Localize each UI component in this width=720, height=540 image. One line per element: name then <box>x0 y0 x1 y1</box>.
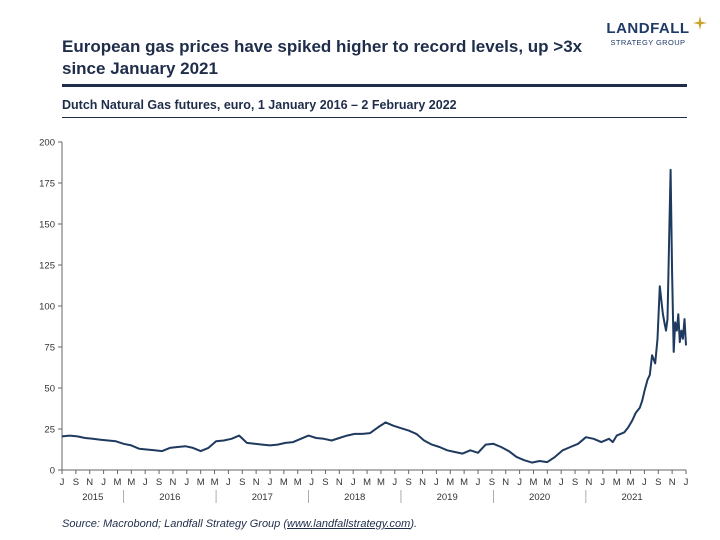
x-tick-label: M <box>543 477 551 488</box>
y-axis: 0 25 50 75 100 125 150 175 200 <box>39 138 63 477</box>
x-tick-label: N <box>169 477 176 488</box>
plot-area <box>61 168 687 464</box>
logo-name: LANDFALL <box>606 20 690 37</box>
x-tick-label: N <box>86 477 93 488</box>
x-tick-label: J <box>600 477 605 488</box>
chart-title: European gas prices have spiked higher t… <box>62 37 583 78</box>
y-tick-label: 200 <box>39 138 55 149</box>
x-tick-label: M <box>280 477 288 488</box>
x-tick-label: N <box>253 477 260 488</box>
x-tick-label: J <box>434 477 439 488</box>
x-tick-label: M <box>627 477 635 488</box>
chart-subtitle: Dutch Natural Gas futures, euro, 1 Janua… <box>62 98 457 112</box>
x-tick-label: S <box>156 477 162 488</box>
x-tick-label: M <box>211 477 219 488</box>
x-tick-label: S <box>489 477 495 488</box>
x-year-label: 2019 <box>437 492 458 503</box>
x-tick-label: M <box>114 477 122 488</box>
x-tick-label: M <box>377 477 385 488</box>
x-tick-label: J <box>517 477 522 488</box>
y-tick-label: 150 <box>39 220 55 231</box>
x-tick-label: M <box>446 477 454 488</box>
x-tick-label: J <box>184 477 189 488</box>
x-tick-label: M <box>460 477 468 488</box>
title-rule <box>62 84 687 87</box>
x-tick-label: J <box>392 477 397 488</box>
x-year-label: 2015 <box>82 492 103 503</box>
source-link[interactable]: www.landfallstrategy.com <box>287 518 411 530</box>
y-tick-label: 125 <box>39 261 55 272</box>
x-tick-label: J <box>684 477 689 488</box>
source-note: Source: Macrobond; Landfall Strategy Gro… <box>62 518 417 530</box>
x-year-label: 2016 <box>159 492 180 503</box>
y-tick-label: 75 <box>44 343 55 354</box>
x-tick-label: N <box>336 477 343 488</box>
y-tick-label: 25 <box>44 425 55 436</box>
x-tick-label: S <box>322 477 328 488</box>
subtitle-rule <box>62 117 687 118</box>
x-tick-label: J <box>226 477 231 488</box>
x-tick-label: J <box>268 477 273 488</box>
x-tick-label: S <box>405 477 411 488</box>
logo: LANDFALL STRATEGY GROUP <box>598 16 707 47</box>
x-tick-label: J <box>642 477 647 488</box>
x-tick-label: S <box>239 477 245 488</box>
x-tick-label: N <box>419 477 426 488</box>
x-tick-label: N <box>669 477 676 488</box>
x-tick-label: N <box>585 477 592 488</box>
y-tick-label: 0 <box>50 466 55 477</box>
x-tick-label: J <box>143 477 148 488</box>
series-line <box>61 168 687 464</box>
source-text: Source: Macrobond; Landfall Strategy Gro… <box>62 518 288 530</box>
x-tick-label: J <box>101 477 106 488</box>
x-tick-label: J <box>476 477 481 488</box>
x-tick-label: M <box>127 477 135 488</box>
y-tick-label: 50 <box>44 384 55 395</box>
source-suffix: ). <box>410 518 418 530</box>
x-tick-label: J <box>351 477 356 488</box>
x-tick-label: S <box>655 477 661 488</box>
x-year-label: 2020 <box>529 492 550 503</box>
x-tick-label: M <box>530 477 538 488</box>
x-year-label: 2017 <box>252 492 273 503</box>
x-tick-label: J <box>559 477 564 488</box>
x-tick-label: M <box>613 477 621 488</box>
x-year-label: 2018 <box>344 492 365 503</box>
x-tick-label: M <box>363 477 371 488</box>
four-point-star-icon <box>693 16 707 30</box>
y-tick-label: 100 <box>39 302 55 313</box>
x-tick-label: N <box>502 477 509 488</box>
x-tick-label: S <box>73 477 79 488</box>
x-tick-label: J <box>309 477 314 488</box>
x-tick-label: M <box>294 477 302 488</box>
x-tick-label: S <box>572 477 578 488</box>
y-tick-label: 175 <box>39 179 55 190</box>
logo-tagline: STRATEGY GROUP <box>610 38 686 47</box>
x-tick-label: M <box>197 477 205 488</box>
x-year-label: 2021 <box>622 492 643 503</box>
x-tick-label: J <box>60 477 65 488</box>
